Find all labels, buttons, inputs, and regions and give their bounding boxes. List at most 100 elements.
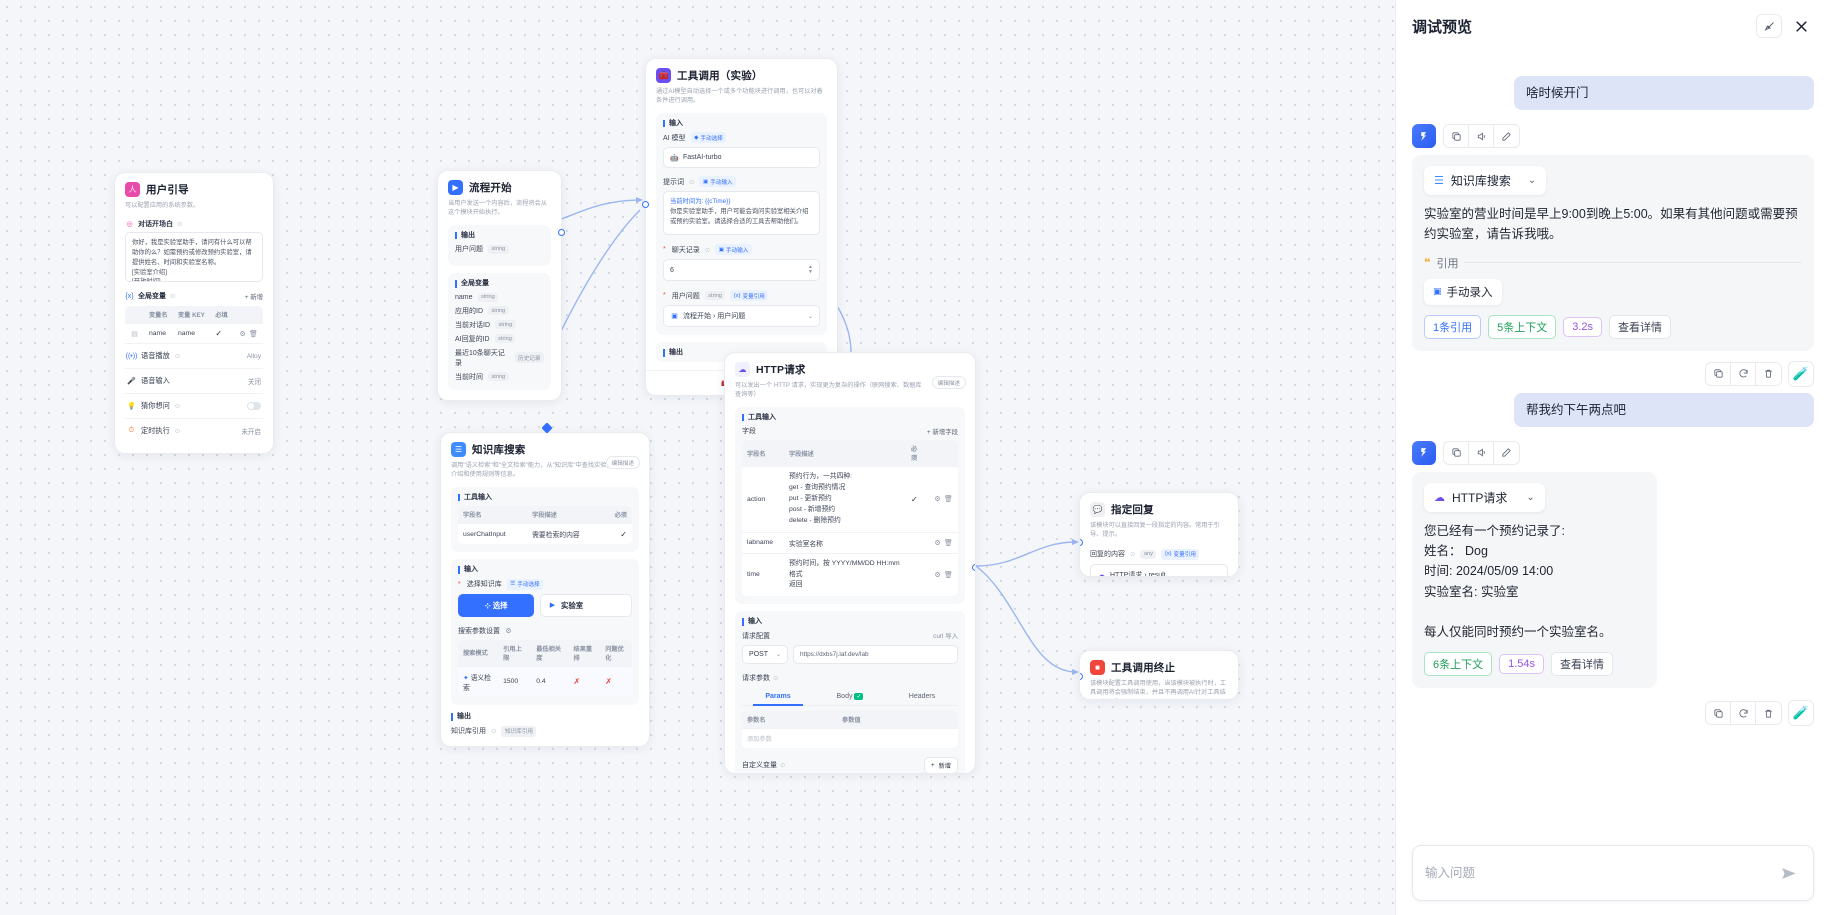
output-port[interactable] <box>972 564 975 571</box>
settings-icon[interactable]: ⚙ <box>505 627 512 635</box>
delete-icon[interactable]: 🗑 <box>943 496 953 504</box>
meta-duration[interactable]: 3.2s <box>1563 316 1603 337</box>
delete-icon[interactable] <box>1756 363 1781 385</box>
stepper-icon[interactable]: ▲ ▼ <box>808 264 813 276</box>
reply-value-select[interactable]: ☁ HTTP请求 › result <box>1090 563 1228 576</box>
prompt-mode-tag[interactable]: ▣ 手动输入 <box>699 176 737 188</box>
close-icon[interactable] <box>1788 14 1814 38</box>
col-optimize: 问题优化 <box>600 639 632 667</box>
debug-message-list[interactable]: 啥时候开门 <box>1396 48 1830 835</box>
chevron-down-icon[interactable]: ⌄ <box>1527 175 1537 187</box>
node-user-guide[interactable]: 人 用户引导 可以配置应用的系统参数。 ◎ 对话开场白 ⊙ 你好，我是实验室助手… <box>114 172 274 455</box>
table-row[interactable]: ▤ name name ✓ ⚙ 🗑 <box>125 323 263 344</box>
chevron-down-icon[interactable]: ⌄ <box>807 313 813 320</box>
copy-icon[interactable] <box>1706 362 1731 385</box>
refresh-icon[interactable] <box>1731 702 1756 725</box>
tool-connector-top[interactable] <box>839 353 851 354</box>
row-voice-input[interactable]: 🎤 语音输入 关闭 <box>125 368 263 393</box>
composer[interactable] <box>1412 845 1814 901</box>
node-tool-call[interactable]: 🧰 工具调用（实验） 通过AI模型自动选择一个或多个功能块进行调用，也可以对着条… <box>642 58 838 410</box>
edit-description-button[interactable]: 编辑描述 <box>931 376 966 389</box>
curl-import-button[interactable]: curl 导入 <box>933 633 958 641</box>
source-name: 手动录入 <box>1446 286 1493 299</box>
kb-selected-value[interactable]: ▶ 实验室 <box>540 593 632 617</box>
row-scheduled-run[interactable]: ⏱ 定时执行 ⊙ 未开启 <box>125 418 263 443</box>
user-question-select[interactable]: ▣ 流程开始 › 用户问题 ⌄ <box>663 305 820 328</box>
source-chip[interactable]: ▣ 手动录入 <box>1424 278 1502 305</box>
workflow-canvas[interactable]: 人 用户引导 可以配置应用的系统参数。 ◎ 对话开场白 ⊙ 你好，我是实验室助手… <box>0 0 1395 915</box>
copy-icon[interactable] <box>1444 441 1469 464</box>
send-icon[interactable] <box>1775 862 1801 884</box>
tool-chip-http-request[interactable]: ☁ HTTP请求 ⌄ <box>1424 482 1545 512</box>
kb-select-button[interactable]: ⊹ 选择 <box>458 593 534 617</box>
tab-params[interactable]: Params <box>742 688 814 706</box>
ai-model-mode-tag[interactable]: ◆ 手动选择 <box>690 132 727 144</box>
tab-body[interactable]: Body ✓ <box>836 692 864 700</box>
speaker-icon[interactable] <box>1469 441 1494 464</box>
edit-icon[interactable] <box>1494 442 1519 464</box>
meta-context[interactable]: 6条上下文 <box>1424 652 1493 677</box>
node-specified-reply[interactable]: 💬 指定回复 该模块可以直接回复一段指定的内容。常用于引导、提示。 回复的内容 … <box>1079 492 1239 577</box>
settings-icon[interactable]: ⚙ <box>934 571 941 579</box>
meta-duration[interactable]: 1.54s <box>1499 654 1545 675</box>
settings-icon[interactable]: ⚙ <box>934 496 941 504</box>
opening-text[interactable]: 你好，我是实验室助手，请问有什么可以帮助你的么？如需预约或修改预约实验室，请提供… <box>125 232 263 283</box>
var-name: 当前对话ID <box>455 321 490 329</box>
user-message-actions-trailing: 🧪 <box>1412 700 1814 727</box>
knowledge-base-icon: ☰ <box>451 442 466 457</box>
edit-description-button[interactable]: 编辑描述 <box>605 456 640 469</box>
prompt-textarea[interactable]: 当前时间为: {{cTime}} 你是实验室助手，用户可能会询问实验室相关介绍或… <box>663 191 820 236</box>
question-mode-tag[interactable]: {x} 变量引用 <box>730 290 769 302</box>
http-param-tabs[interactable]: Params Body ✓ Headers <box>742 688 958 706</box>
tab-headers[interactable]: Headers <box>908 692 936 700</box>
broom-icon[interactable] <box>1756 14 1782 38</box>
node-title: HTTP请求 <box>756 364 806 376</box>
output-port[interactable] <box>558 229 565 236</box>
view-details-button[interactable]: 查看详情 <box>1609 314 1672 339</box>
add-variable-button[interactable]: + 新增 <box>244 293 263 301</box>
delete-icon[interactable]: 🗑 <box>943 539 953 547</box>
chevron-down-icon[interactable]: ⌄ <box>1526 491 1535 503</box>
reply-mode-tag[interactable]: {x} 变量引用 <box>1161 548 1200 560</box>
view-details-button[interactable]: 查看详情 <box>1551 652 1614 677</box>
speaker-icon[interactable] <box>1469 125 1494 148</box>
node-tool-stop[interactable]: ■ 工具调用终止 该模块配置工具调用使用，当该模块被执行时，工具调用将会强制结束… <box>1079 650 1239 700</box>
meta-context[interactable]: 5条上下文 <box>1488 314 1557 339</box>
ai-model-select[interactable]: 🤖 FastAI-turbo <box>663 147 820 169</box>
meta-citations[interactable]: 1条引用 <box>1424 314 1482 339</box>
delete-icon[interactable]: 🗑 <box>943 571 953 579</box>
avatar-icon[interactable]: 🧪 <box>1788 700 1814 727</box>
row-voice-playback[interactable]: ((•)) 语音播放 ⊙ Alloy <box>125 343 263 368</box>
kb-select-mode-tag[interactable]: ☰ 手动选择 <box>506 578 544 590</box>
question-input[interactable] <box>1425 866 1775 880</box>
node-flow-start[interactable]: ▶ 流程开始 当用户发送一个内容后，流程将会从这个模块开始执行。 输出 用户问题… <box>437 170 565 401</box>
flow-start-globalvar-panel: 全局变量 name string 应用的ID string 当前对话ID string… <box>448 273 551 390</box>
tool-chip-kb-search[interactable]: ☰ 知识库搜索 ⌄ <box>1424 166 1547 196</box>
refresh-icon[interactable] <box>1731 362 1756 385</box>
table-row-placeholder[interactable]: 添加参数 <box>742 727 958 748</box>
input-port[interactable] <box>642 201 649 208</box>
settings-icon[interactable]: ⚙ <box>934 539 941 547</box>
chat-record-input[interactable]: 6 ▲ ▼ <box>663 259 820 282</box>
tool-connector-top[interactable] <box>541 422 553 434</box>
copy-icon[interactable] <box>1444 125 1469 148</box>
add-field-button[interactable]: + 新增字段 <box>926 428 958 436</box>
var-row: 应用的ID string <box>455 306 544 316</box>
node-kb-search[interactable]: ☰ 知识库搜索 调用"语义检索"和"全文检索"能力，从"知识库"中查找实验室介绍… <box>440 422 650 747</box>
http-url-input[interactable]: https://dxbs7j.laf.dev/lab <box>793 644 958 664</box>
chat-mode-tag[interactable]: ▣ 手动输入 <box>715 244 752 256</box>
node-http-request[interactable]: ☁ HTTP请求 可以发出一个 HTTP 请求，实现更为复杂的操作（联网搜索、数… <box>724 352 976 774</box>
http-method-select[interactable]: POST ⌄ <box>742 644 788 664</box>
input-port[interactable] <box>1080 539 1083 546</box>
input-port[interactable] <box>1080 673 1083 680</box>
edit-icon[interactable] <box>1494 125 1519 147</box>
avatar-icon[interactable]: 🧪 <box>1788 360 1814 387</box>
row-guess-question[interactable]: 💡 猜你想问 ⊙ <box>125 393 263 418</box>
guess-question-toggle[interactable] <box>247 402 261 411</box>
drag-handle-icon[interactable]: ▤ <box>131 330 138 338</box>
copy-icon[interactable] <box>1706 702 1731 725</box>
delete-icon[interactable]: 🗑 <box>249 330 258 338</box>
settings-icon[interactable]: ⚙ <box>239 330 246 338</box>
add-custom-var-button[interactable]: + 新增 <box>924 756 958 773</box>
delete-icon[interactable] <box>1756 702 1781 724</box>
